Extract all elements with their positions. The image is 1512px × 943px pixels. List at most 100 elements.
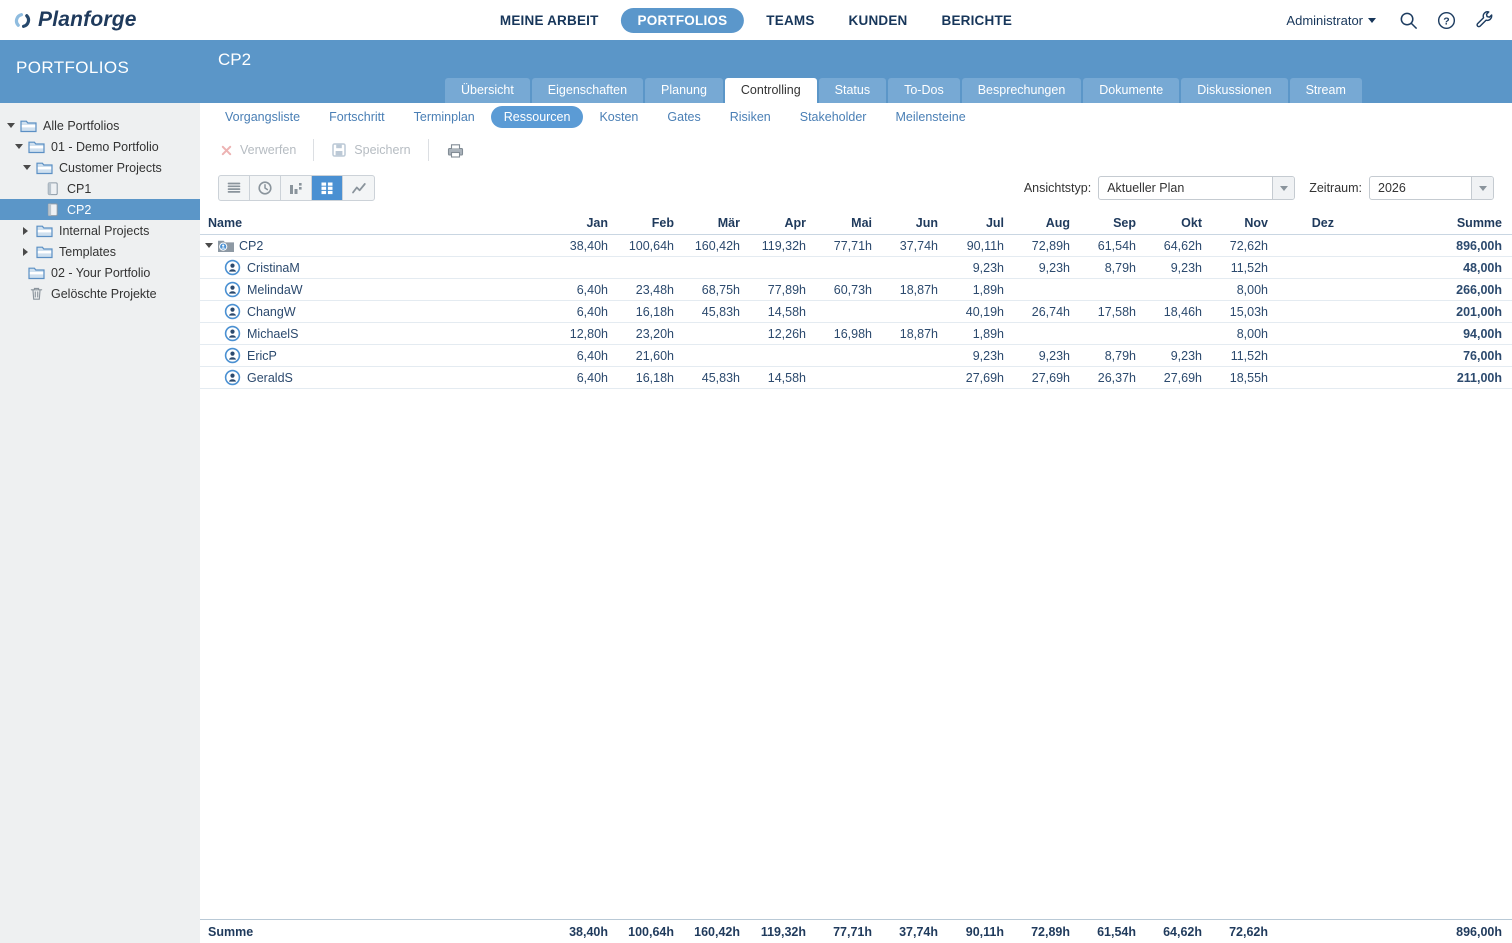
expander-open-icon[interactable] <box>23 165 31 170</box>
print-button[interactable] <box>446 142 465 159</box>
cell-mar[interactable]: 160,42h <box>694 238 740 253</box>
nav-portfolios[interactable]: PORTFOLIOS <box>620 7 745 33</box>
discard-button[interactable]: Verwerfen <box>220 143 296 157</box>
subtab-gates[interactable]: Gates <box>667 110 701 124</box>
cell-jul[interactable]: 1,89h <box>972 282 1004 297</box>
tree-item-geloeschte-projekte[interactable]: Gelöschte Projekte <box>0 283 200 304</box>
table-row-cristinam[interactable]: CristinaM 9,23h 9,23h 8,79h 9,23h 11,52h… <box>200 257 1512 279</box>
cell-okt[interactable]: 9,23h <box>1170 348 1202 363</box>
cell-nov[interactable]: 72,62h <box>1229 238 1268 253</box>
cell-nov[interactable]: 8,00h <box>1236 282 1268 297</box>
cell-apr[interactable]: 119,32h <box>761 238 806 253</box>
cell-jan[interactable]: 38,40h <box>569 238 608 253</box>
cell-mai[interactable]: 16,98h <box>833 326 872 341</box>
subtab-meilensteine[interactable]: Meilensteine <box>895 110 966 124</box>
cell-nov[interactable]: 18,55h <box>1229 370 1268 385</box>
cell-aug[interactable]: 72,89h <box>1031 238 1070 253</box>
cell-okt[interactable]: 9,23h <box>1170 260 1202 275</box>
help-button[interactable] <box>1432 6 1460 34</box>
tab-dokumente[interactable]: Dokumente <box>1083 78 1180 103</box>
col-okt[interactable]: Okt <box>1181 215 1202 230</box>
col-sep[interactable]: Sep <box>1113 215 1136 230</box>
table-row-geralds[interactable]: GeraldS 6,40h 16,18h 45,83h 14,58h 27,69… <box>200 367 1512 389</box>
cell-jan[interactable]: 6,40h <box>576 282 608 297</box>
cell-feb[interactable]: 21,60h <box>635 348 674 363</box>
select-arrow-button[interactable] <box>1272 177 1295 199</box>
col-apr[interactable]: Apr <box>784 215 806 230</box>
cell-nov[interactable]: 8,00h <box>1236 326 1268 341</box>
tab-status[interactable]: Status <box>818 78 887 103</box>
cell-nov[interactable]: 11,52h <box>1230 348 1268 363</box>
cell-jun[interactable]: 18,87h <box>899 282 938 297</box>
cell-jun[interactable]: 18,87h <box>899 326 938 341</box>
table-row-cp2[interactable]: CP2 38,40h 100,64h 160,42h 119,32h 77,71… <box>200 235 1512 257</box>
subtab-terminplan[interactable]: Terminplan <box>413 110 475 124</box>
cell-summe[interactable]: 76,00h <box>1463 348 1502 363</box>
table-row-changw[interactable]: ChangW 6,40h 16,18h 45,83h 14,58h 40,19h… <box>200 301 1512 323</box>
user-menu[interactable]: Administrator <box>1286 13 1376 28</box>
cell-nov[interactable]: 15,03h <box>1229 304 1268 319</box>
cell-feb[interactable]: 100,64h <box>628 238 674 253</box>
search-button[interactable] <box>1394 6 1422 34</box>
cell-jan[interactable]: 12,80h <box>569 326 608 341</box>
tree-item-cp1[interactable]: CP1 <box>0 178 200 199</box>
view-list-button[interactable] <box>219 176 250 200</box>
period-select[interactable]: 2026 <box>1369 176 1494 200</box>
planforge-logo[interactable]: Planforge <box>14 8 137 32</box>
cell-apr[interactable]: 14,58h <box>767 370 806 385</box>
tab-diskussionen[interactable]: Diskussionen <box>1181 78 1288 103</box>
cell-jan[interactable]: 6,40h <box>576 370 608 385</box>
subtab-vorgangsliste[interactable]: Vorgangsliste <box>225 110 301 124</box>
subtab-fortschritt[interactable]: Fortschritt <box>329 110 385 124</box>
cell-feb[interactable]: 16,18h <box>635 370 674 385</box>
col-jan[interactable]: Jan <box>586 215 608 230</box>
cell-apr[interactable]: 12,26h <box>767 326 806 341</box>
cell-aug[interactable]: 9,23h <box>1038 348 1070 363</box>
cell-sep[interactable]: 61,54h <box>1097 238 1136 253</box>
table-row-michaels[interactable]: MichaelS 12,80h 23,20h 12,26h 16,98h 18,… <box>200 323 1512 345</box>
tree-item-internal-projects[interactable]: Internal Projects <box>0 220 200 241</box>
cell-jul[interactable]: 27,69h <box>965 370 1004 385</box>
col-jun[interactable]: Jun <box>915 215 938 230</box>
nav-berichte[interactable]: BERICHTE <box>941 12 1013 28</box>
cell-okt[interactable]: 64,62h <box>1163 238 1202 253</box>
save-button[interactable]: Speichern <box>331 142 411 158</box>
view-barchart-button[interactable] <box>281 176 312 200</box>
cell-feb[interactable]: 23,20h <box>635 326 674 341</box>
cell-summe[interactable]: 48,00h <box>1463 260 1502 275</box>
table-row-melindaw[interactable]: MelindaW 6,40h 23,48h 68,75h 77,89h 60,7… <box>200 279 1512 301</box>
col-nov[interactable]: Nov <box>1244 215 1268 230</box>
cell-aug[interactable]: 26,74h <box>1031 304 1070 319</box>
view-type-select[interactable]: Aktueller Plan <box>1098 176 1296 200</box>
cell-summe[interactable]: 94,00h <box>1463 326 1502 341</box>
cell-sep[interactable]: 8,79h <box>1104 348 1136 363</box>
cell-sep[interactable]: 17,58h <box>1097 304 1136 319</box>
cell-summe[interactable]: 201,00h <box>1456 304 1502 319</box>
tree-item-cp2[interactable]: CP2 <box>0 199 200 220</box>
tab-todos[interactable]: To-Dos <box>888 78 960 103</box>
tab-planung[interactable]: Planung <box>645 78 723 103</box>
cell-feb[interactable]: 23,48h <box>635 282 674 297</box>
cell-nov[interactable]: 11,52h <box>1230 260 1268 275</box>
cell-summe[interactable]: 266,00h <box>1456 282 1502 297</box>
expander-closed-icon[interactable] <box>23 247 28 256</box>
tab-besprechungen[interactable]: Besprechungen <box>961 78 1082 103</box>
col-summe[interactable]: Summe <box>1456 215 1502 230</box>
cell-sep[interactable]: 26,37h <box>1097 370 1136 385</box>
admin-tools-button[interactable] <box>1470 6 1498 34</box>
cell-jul[interactable]: 9,23h <box>972 348 1004 363</box>
col-jul[interactable]: Jul <box>985 215 1004 230</box>
col-mai[interactable]: Mai <box>851 215 872 230</box>
tree-item-alle-portfolios[interactable]: Alle Portfolios <box>0 115 200 136</box>
cell-jul[interactable]: 90,11h <box>966 238 1004 253</box>
cell-summe[interactable]: 896,00h <box>1456 238 1502 253</box>
cell-summe[interactable]: 211,00h <box>1456 370 1502 385</box>
cell-jan[interactable]: 6,40h <box>576 304 608 319</box>
subtab-ressourcen[interactable]: Ressourcen <box>490 106 584 128</box>
cell-mai[interactable]: 60,73h <box>833 282 872 297</box>
tree-item-demo-portfolio[interactable]: 01 - Demo Portfolio <box>0 136 200 157</box>
expander-open-icon[interactable] <box>205 243 213 248</box>
tab-controlling[interactable]: Controlling <box>724 78 817 103</box>
cell-feb[interactable]: 16,18h <box>635 304 674 319</box>
cell-mai[interactable]: 77,71h <box>833 238 872 253</box>
